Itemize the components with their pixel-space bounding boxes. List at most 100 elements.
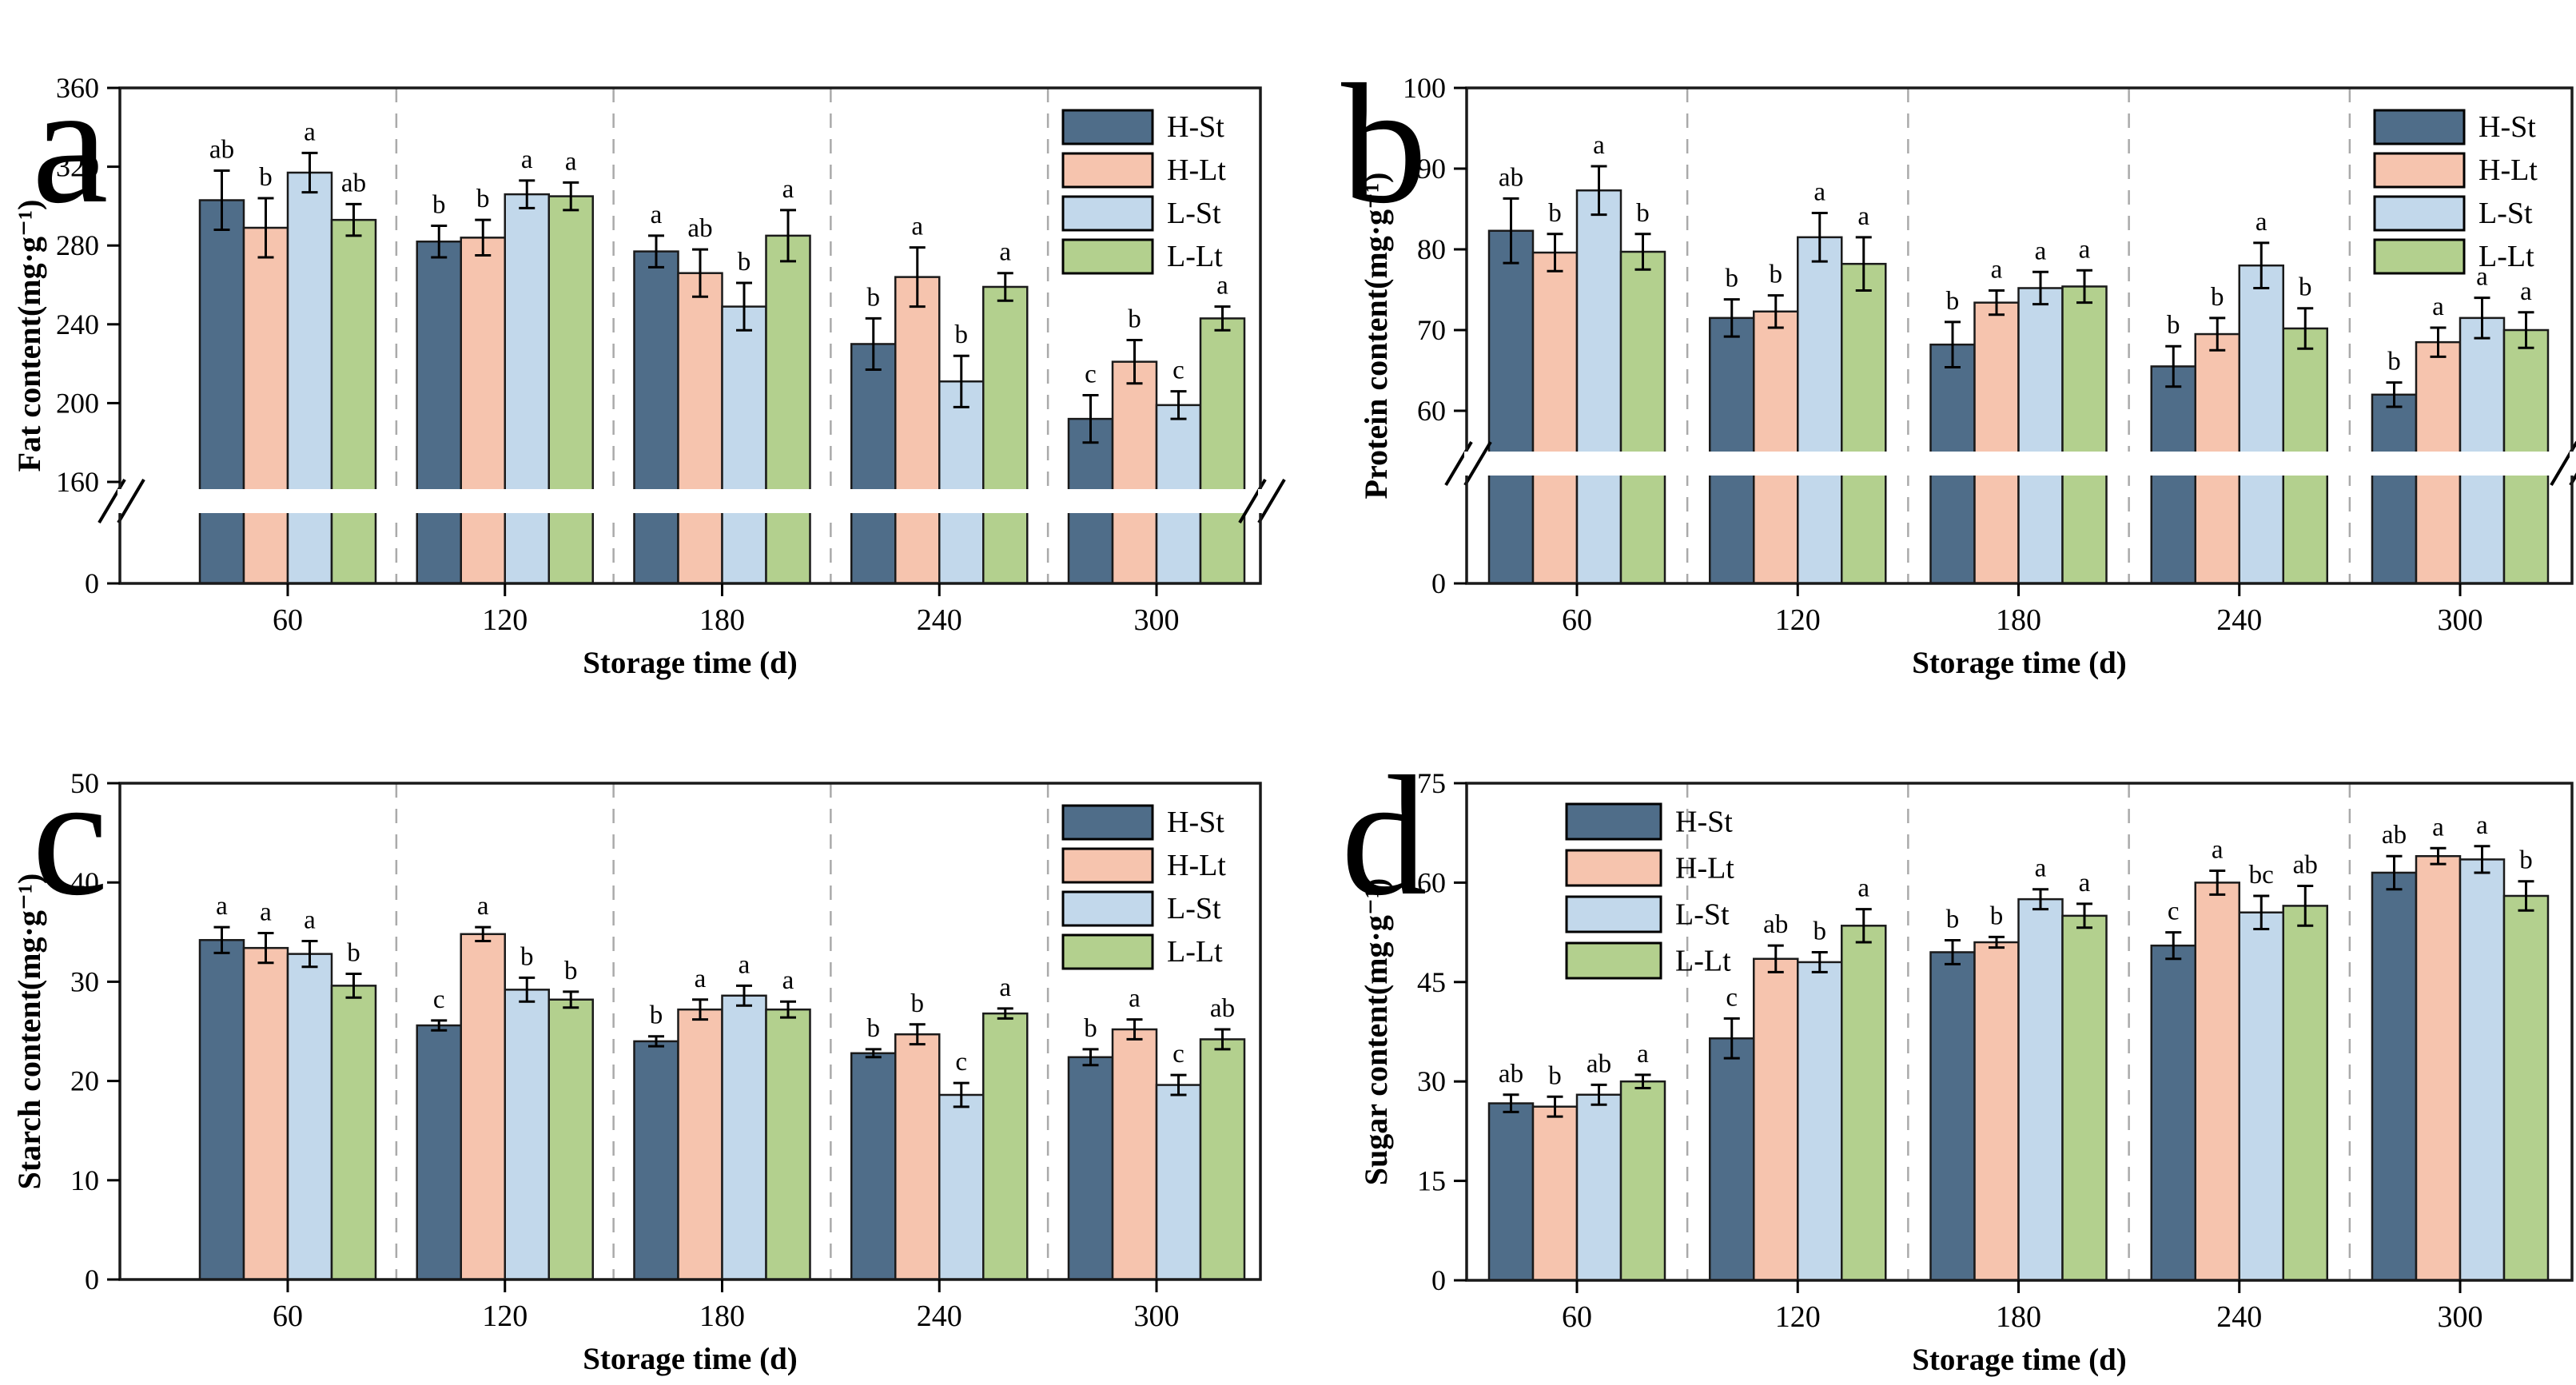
- x-tick-label: 240: [2216, 1300, 2262, 1334]
- panel-d: d ab c b c ab b ab b a a ab b a bc a a a a ab b 0 15 30 45 60 75 6…: [1303, 692, 2576, 1385]
- bar-H-St-180: [1929, 951, 1976, 1282]
- panel-c: c a c b b b a a a b a a b a c c b b a a ab 0 10 20 30 40 50 60 120 1…: [0, 692, 1303, 1385]
- panel-label-d: d: [1341, 740, 1427, 931]
- sig-letter: a: [2212, 835, 2224, 864]
- x-tick-label: 180: [1996, 1300, 2041, 1334]
- y-tick-label: 30: [70, 965, 99, 997]
- legend-swatch-L-Lt: [2373, 238, 2466, 275]
- sig-letter: a: [2476, 263, 2488, 292]
- sig-letter: ab: [1587, 1049, 1611, 1078]
- sig-letter: c: [1726, 983, 1738, 1012]
- bar-L-St-120: [504, 989, 550, 1281]
- spine-cut-right: [1258, 489, 1263, 513]
- sig-letter: c: [433, 985, 445, 1014]
- bar-H-St-60: [1487, 229, 1535, 585]
- sig-letter: a: [782, 175, 794, 204]
- sig-letter: a: [521, 145, 533, 174]
- sig-letter: a: [260, 898, 272, 927]
- x-tick-label: 240: [2216, 603, 2262, 637]
- x-tick-label: 60: [1562, 1300, 1592, 1334]
- sig-letter: c: [1173, 356, 1184, 385]
- legend-label-H-Lt: H-Lt: [1167, 849, 1226, 882]
- bar-L-St-120: [1797, 961, 1843, 1282]
- x-tick-label: 240: [917, 603, 962, 637]
- x-tick-label: 300: [1134, 603, 1180, 637]
- sig-letter: c: [2168, 897, 2180, 926]
- sig-letter: a: [2476, 811, 2488, 840]
- y-tick-label: 15: [1417, 1165, 1446, 1197]
- sig-letter: ab: [1499, 163, 1523, 192]
- bar-H-Lt-180: [677, 1008, 723, 1281]
- legend-label-L-Lt: L-Lt: [1167, 240, 1223, 273]
- sig-letter: c: [1173, 1040, 1184, 1069]
- legend-swatch-H-Lt: [1061, 152, 1154, 189]
- bar-H-St-300: [1067, 1056, 1114, 1281]
- y-tick-label: 0: [85, 1264, 99, 1295]
- legend-label-L-Lt: L-Lt: [1675, 944, 1731, 977]
- sig-letter: b: [911, 989, 925, 1018]
- y-tick-label: 320: [56, 151, 99, 183]
- sig-letter: b: [738, 248, 751, 277]
- bar-H-Lt-300: [2415, 854, 2462, 1282]
- sig-letter: b: [955, 320, 969, 349]
- sig-letter: b: [867, 283, 881, 312]
- bar-H-Lt-180: [677, 272, 723, 585]
- bar-L-St-240: [2238, 911, 2284, 1282]
- sig-letter: b: [347, 938, 360, 967]
- sig-letter: a: [1593, 131, 1605, 160]
- sig-letter: b: [2519, 846, 2533, 875]
- x-tick-label: 120: [1775, 603, 1821, 637]
- y-tick-label: 40: [70, 866, 99, 898]
- bar-H-St-240: [850, 343, 897, 585]
- legend-swatch-L-Lt: [1061, 933, 1154, 970]
- y-axis-title: Sugar content(mg·g⁻¹): [1358, 878, 1394, 1186]
- sig-letter: b: [476, 185, 490, 213]
- bar-H-Lt-300: [1111, 1028, 1158, 1281]
- legend-swatch-H-Lt: [2373, 152, 2466, 189]
- legend-swatch-L-Lt: [1061, 238, 1154, 275]
- sig-letter: a: [999, 238, 1011, 267]
- x-tick-label: 120: [1775, 1300, 1821, 1334]
- sig-letter: b: [520, 942, 534, 971]
- panel-label-b: b: [1341, 48, 1427, 239]
- legend-swatch-L-Lt: [1565, 941, 1662, 980]
- legend-swatch-H-Lt: [1565, 849, 1662, 887]
- y-tick-label: 90: [1417, 153, 1446, 185]
- sig-letter: b: [1548, 1061, 1562, 1090]
- sig-letter: b: [1726, 265, 1739, 293]
- legend-swatch-L-St: [1061, 195, 1154, 232]
- bar-H-St-60: [198, 938, 245, 1281]
- axis-break-mark: [117, 478, 145, 524]
- plot-frame: [118, 86, 1262, 585]
- axis-break-band: [113, 489, 1267, 513]
- y-tick-label: 10: [70, 1164, 99, 1196]
- sig-letter: b: [1548, 199, 1562, 228]
- sig-letter: a: [2079, 235, 2091, 264]
- sig-letter: a: [1637, 1040, 1649, 1069]
- y-tick-label: 240: [56, 308, 99, 340]
- legend-swatch-H-St: [1565, 802, 1662, 841]
- legend-swatch-H-St: [1061, 109, 1154, 145]
- x-tick-label: 300: [2438, 603, 2483, 637]
- sig-letter: b: [1084, 1014, 1097, 1043]
- x-tick-label: 60: [1562, 603, 1592, 637]
- sig-letter: a: [2255, 208, 2267, 237]
- panel-a: a ab b a b c b b ab a b a a b b c ab a a a a 0 160 200 240 280 32…: [0, 0, 1303, 692]
- x-tick-label: 60: [273, 1299, 303, 1333]
- legend-swatch-H-St: [1061, 804, 1154, 841]
- bar-H-St-60: [198, 199, 245, 585]
- bar-L-Lt-120: [1841, 925, 1887, 1282]
- y-tick-label: 70: [1417, 314, 1446, 346]
- legend-label-H-St: H-St: [1675, 805, 1733, 838]
- bar-L-St-180: [721, 305, 767, 585]
- sig-letter: a: [2035, 854, 2047, 883]
- y-tick-label: 75: [1417, 767, 1446, 799]
- legend-swatch-L-St: [1061, 890, 1154, 927]
- sig-letter: a: [2035, 237, 2047, 265]
- x-tick-label: 60: [273, 603, 303, 637]
- bar-H-Lt-180: [1973, 301, 2020, 585]
- y-tick-label: 0: [1431, 567, 1446, 599]
- bar-L-St-60: [286, 171, 333, 585]
